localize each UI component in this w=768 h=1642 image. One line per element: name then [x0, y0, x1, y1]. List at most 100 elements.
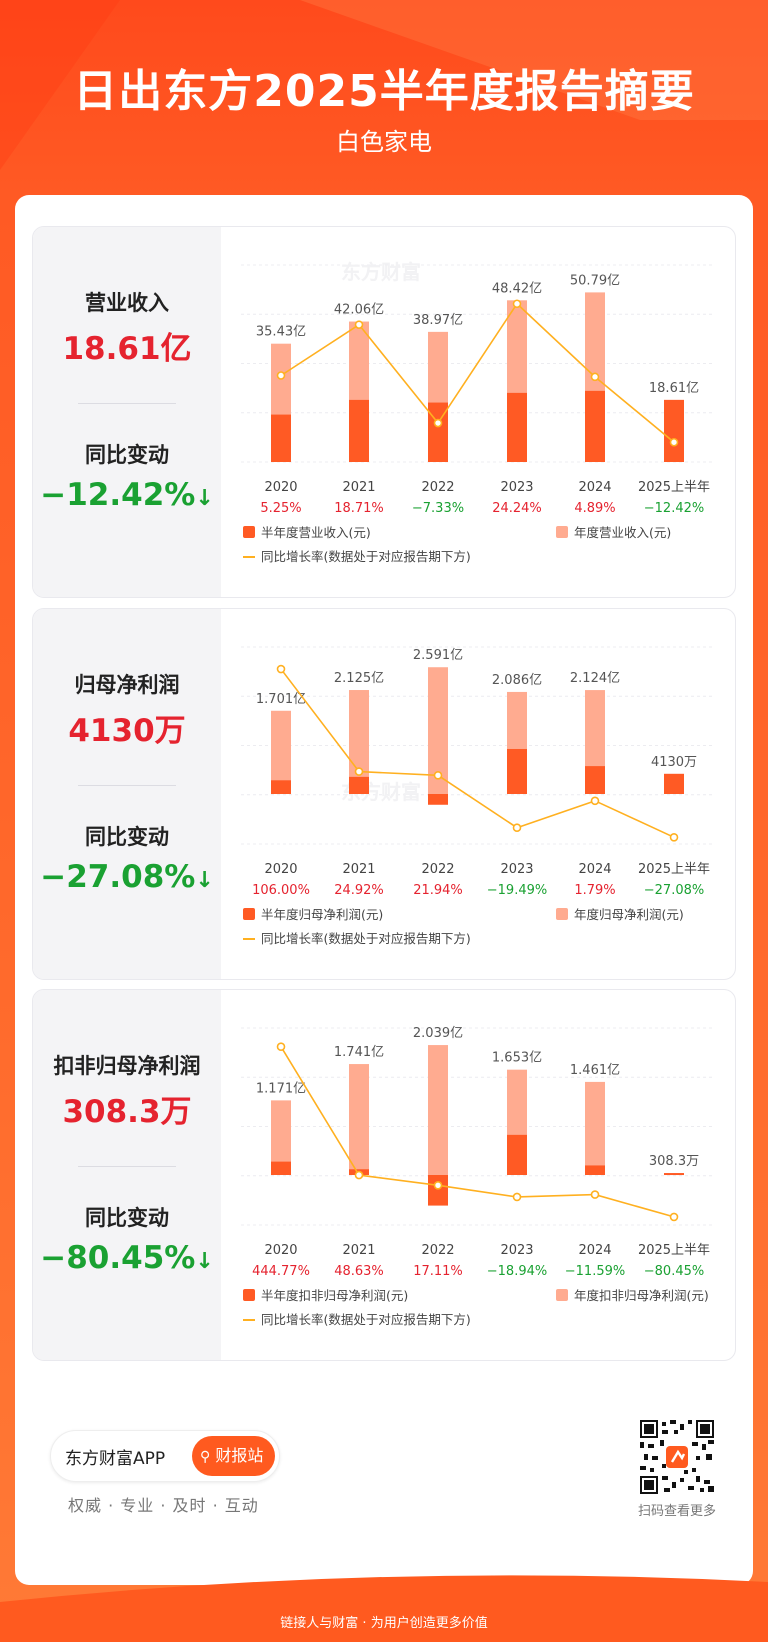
- bar-value-label: 1.171亿: [256, 1081, 306, 1096]
- legend-rate-label: 同比增长率(数据处于对应报告期下方): [261, 1312, 471, 1327]
- legend-half-swatch: [243, 1289, 255, 1301]
- growth-rate-label: 21.94%: [413, 883, 463, 898]
- growth-rate-label: 5.25%: [260, 501, 301, 516]
- legend-half-label: 半年度归母净利润(元): [261, 907, 383, 922]
- change-value-text: −80.45%: [40, 1240, 196, 1276]
- half-year-bar: [507, 748, 527, 794]
- bar-value-label: 50.79亿: [570, 273, 620, 288]
- legend-annual-label: 年度营业收入(元): [574, 525, 671, 540]
- growth-rate-label: 4.89%: [574, 501, 615, 516]
- financial-report-button-label: 财报站: [215, 1446, 264, 1465]
- legend-annual-swatch: [556, 908, 568, 920]
- app-name: 东方财富APP: [65, 1449, 166, 1469]
- growth-rate-point: [354, 320, 364, 329]
- legend-annual-label: 年度归母净利润(元): [574, 907, 684, 922]
- app-pill[interactable]: 东方财富APP ⚲ 财报站: [50, 1430, 280, 1482]
- bar-value-label: 2.125亿: [334, 671, 384, 686]
- growth-rate-line: [280, 302, 675, 443]
- bottom-slogan: 链接人与财富 · 为用户创造更多价值: [280, 1616, 488, 1631]
- growth-rate-label: 48.63%: [334, 1264, 384, 1279]
- category-label: 2024: [578, 862, 611, 877]
- bar-value-label: 2.039亿: [413, 1026, 463, 1041]
- bar-value-label: 42.06亿: [334, 303, 384, 318]
- bar-value-label: 35.43亿: [256, 325, 306, 340]
- growth-rate-point: [512, 299, 522, 309]
- legend-annual-swatch: [556, 526, 568, 538]
- half-year-bar: [428, 794, 448, 805]
- half-year-bar: [664, 399, 684, 462]
- change-value-text: −27.08%: [40, 859, 196, 895]
- watermark: 东方财富: [341, 260, 421, 284]
- chart-svg: 东方财富 35.43亿 42.06亿 38.97亿 48.42亿 50.79亿 18.61亿…: [241, 260, 713, 564]
- legend-rate-label: 同比增长率(数据处于对应报告期下方): [261, 931, 471, 946]
- category-label: 2020: [264, 1243, 297, 1258]
- growth-rate-label: 24.24%: [492, 501, 542, 516]
- growth-rate-point: [354, 1170, 364, 1180]
- metric-divider: [78, 1166, 176, 1167]
- bar-value-label: 1.653亿: [492, 1051, 542, 1066]
- bar-value-label: 1.701亿: [256, 692, 306, 707]
- growth-rate-label: −19.49%: [487, 883, 547, 898]
- qr-label: 扫码查看更多: [637, 1504, 716, 1519]
- change-value: −80.45%↓: [33, 1240, 221, 1276]
- metric-divider: [78, 403, 176, 404]
- legend-annual-swatch: [556, 1289, 568, 1301]
- half-year-bar: [428, 1175, 448, 1206]
- bar-value-label: 2.086亿: [492, 673, 542, 688]
- bar-value-label: 38.97亿: [413, 313, 463, 328]
- half-year-bar: [507, 392, 527, 462]
- annual-bar: [585, 1081, 605, 1175]
- legend-half-swatch: [243, 908, 255, 920]
- net-profit-card: 归母净利润 4130万 同比变动 −27.08%↓ 东方财富 1.701亿 2.125亿 2.…: [32, 608, 736, 980]
- metric-label: 扣非归母净利润: [53, 1054, 201, 1078]
- growth-rate-label: 24.92%: [334, 883, 384, 898]
- growth-rate-label: −18.94%: [487, 1264, 547, 1279]
- bar-value-label: 1.461亿: [570, 1063, 620, 1078]
- bar-value-label: 18.61亿: [649, 381, 699, 396]
- growth-rate-point: [276, 1042, 286, 1051]
- header-background: [0, 0, 768, 170]
- growth-rate-point: [669, 833, 679, 842]
- bar-value-label: 48.42亿: [492, 281, 542, 296]
- growth-rate-label: −11.59%: [565, 1264, 625, 1279]
- growth-rate-line: [280, 668, 675, 839]
- growth-rate-point: [669, 437, 679, 447]
- financial-report-button[interactable]: ⚲ 财报站: [192, 1436, 275, 1476]
- category-label: 2025上半年: [638, 862, 710, 877]
- legend-annual-label: 年度扣非归母净利润(元): [574, 1288, 709, 1303]
- growth-rate-label: 444.77%: [252, 1264, 310, 1279]
- category-label: 2021: [342, 862, 375, 877]
- category-label: 2022: [421, 480, 454, 495]
- growth-rate-point: [590, 372, 600, 382]
- change-label: 同比变动: [85, 1206, 169, 1230]
- annual-bar: [271, 1100, 291, 1175]
- growth-rate-label: −27.08%: [644, 883, 704, 898]
- half-year-bar: [271, 1161, 291, 1175]
- metric-column: 扣非归母净利润 308.3万 同比变动 −80.45%↓: [33, 990, 221, 1360]
- annual-bar: [428, 1045, 448, 1175]
- change-label: 同比变动: [85, 443, 169, 467]
- metric-column: 营业收入 18.61亿同比变动 −12.42%↓: [33, 227, 221, 597]
- growth-rate-point: [433, 1180, 443, 1190]
- growth-rate-point: [590, 1190, 600, 1199]
- arrow-down-icon: ↓: [195, 1249, 214, 1274]
- half-year-bar: [349, 399, 369, 462]
- category-label: 2023: [500, 480, 533, 495]
- change-value: −12.42%↓: [33, 477, 221, 513]
- bar-value-label: 4130万: [651, 755, 697, 770]
- half-year-bar: [507, 1134, 527, 1175]
- bar-value-label: 2.591亿: [413, 648, 463, 663]
- bottom-wave: [0, 1575, 768, 1642]
- annual-bar: [428, 667, 448, 794]
- category-label: 2025上半年: [638, 1243, 710, 1258]
- metric-label: 营业收入: [85, 291, 169, 315]
- metric-value: 18.61亿: [62, 331, 192, 367]
- half-year-bar: [585, 1165, 605, 1175]
- change-value-text: −12.42%: [40, 477, 196, 513]
- half-year-bar: [664, 1173, 684, 1176]
- chart-svg: 1.171亿 1.741亿 2.039亿 1.653亿 1.461亿 308.3万 2020…: [241, 1026, 713, 1327]
- metric-column: 归母净利润 4130万 同比变动 −27.08%↓: [33, 609, 221, 979]
- page-subtitle: 白色家电: [336, 128, 432, 156]
- category-label: 2022: [421, 1243, 454, 1258]
